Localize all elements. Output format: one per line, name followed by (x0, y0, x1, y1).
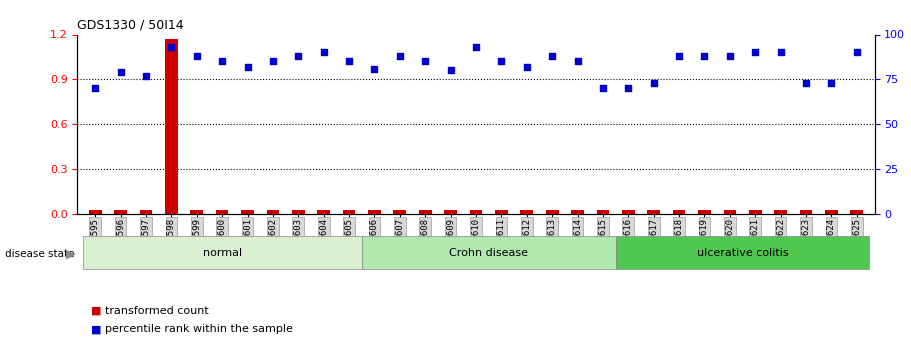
Point (570, 59, 585, 64)
Text: ▶: ▶ (66, 247, 76, 260)
Point (241, 64, 255, 70)
Point (647, 80, 661, 86)
Point (596, 86, 610, 91)
Point (545, 53, 559, 59)
Bar (470, 210, 482, 214)
Bar (114, 210, 127, 214)
Text: percentile rank within the sample: percentile rank within the sample (105, 325, 292, 334)
Bar (343, 210, 355, 214)
Point (722, 53, 737, 59)
Point (671, 53, 686, 59)
Point (799, 80, 814, 86)
Point (342, 59, 356, 64)
Bar (445, 210, 457, 214)
Point (316, 50, 331, 55)
Point (697, 53, 711, 59)
Point (215, 59, 230, 64)
Text: normal: normal (202, 248, 241, 258)
Point (469, 44, 484, 50)
Point (113, 69, 128, 75)
Point (189, 53, 204, 59)
Bar (292, 210, 304, 214)
Point (824, 80, 839, 86)
Point (519, 64, 534, 70)
FancyBboxPatch shape (616, 236, 869, 269)
Point (367, 66, 382, 71)
Point (266, 59, 281, 64)
Bar (165, 39, 178, 214)
Point (138, 73, 153, 79)
Bar (241, 210, 254, 214)
Point (621, 86, 636, 91)
Bar (89, 210, 101, 214)
Bar (749, 210, 762, 214)
Bar (672, 210, 685, 214)
Text: ■: ■ (91, 325, 102, 334)
Bar (394, 210, 406, 214)
Text: disease state: disease state (5, 249, 74, 258)
Bar (190, 210, 203, 214)
FancyBboxPatch shape (362, 236, 616, 269)
Text: GDS1330 / 50I14: GDS1330 / 50I14 (77, 19, 184, 32)
Point (494, 59, 508, 64)
Bar (825, 210, 838, 214)
Point (164, 44, 179, 50)
Bar (597, 210, 609, 214)
Point (393, 53, 407, 59)
Text: transformed count: transformed count (105, 306, 209, 315)
Point (849, 50, 864, 55)
Bar (216, 210, 229, 214)
Text: ulcerative colitis: ulcerative colitis (697, 248, 788, 258)
Bar (723, 210, 736, 214)
Bar (495, 210, 507, 214)
Bar (546, 210, 558, 214)
Bar (317, 210, 330, 214)
Point (418, 59, 433, 64)
Bar (368, 210, 381, 214)
Bar (851, 210, 863, 214)
Bar (520, 210, 533, 214)
Point (748, 50, 763, 55)
Bar (267, 210, 280, 214)
FancyBboxPatch shape (83, 236, 362, 269)
Bar (622, 210, 635, 214)
Bar (800, 210, 813, 214)
Bar (571, 210, 584, 214)
Bar (698, 210, 711, 214)
Bar (648, 210, 660, 214)
Point (291, 53, 305, 59)
Point (444, 68, 458, 73)
Bar (419, 210, 432, 214)
Text: Crohn disease: Crohn disease (449, 248, 528, 258)
Point (773, 50, 788, 55)
Text: ■: ■ (91, 306, 102, 315)
Bar (139, 210, 152, 214)
Bar (774, 210, 787, 214)
Point (88, 86, 103, 91)
